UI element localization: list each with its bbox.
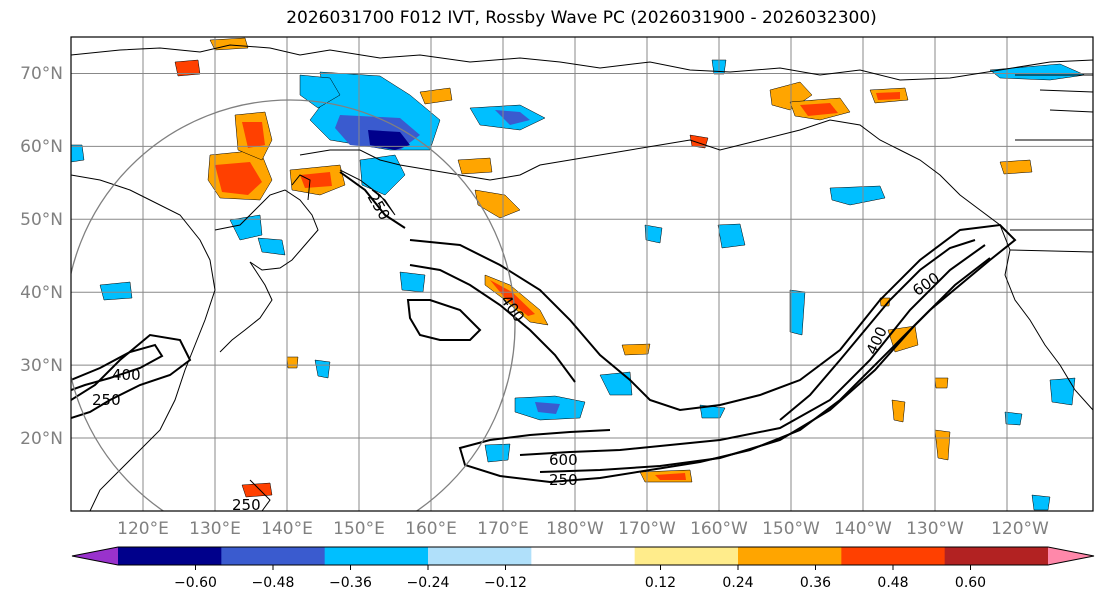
lon-label: 130°W xyxy=(906,519,964,539)
lon-label: 150°E xyxy=(333,519,385,539)
colorbar-tick-label: 0.12 xyxy=(645,575,676,591)
lat-label: 50°N xyxy=(20,210,63,230)
lon-label: 140°E xyxy=(261,519,313,539)
colorbar-segment xyxy=(841,547,946,565)
lon-label: 120°E xyxy=(117,519,169,539)
lon-label: 130°E xyxy=(189,519,241,539)
lat-label: 30°N xyxy=(20,356,63,376)
lon-label: 160°W xyxy=(690,519,748,539)
colorbar-tick-label: −0.12 xyxy=(484,575,527,591)
colorbar-tick-label: 0.48 xyxy=(877,575,908,591)
colorbar-tick-label: 0.36 xyxy=(800,575,831,591)
longitude-labels: 120°E 130°E 140°E 150°E 160°E 170°E 180°… xyxy=(117,519,1049,539)
graticule xyxy=(71,37,1093,511)
radius-circle xyxy=(71,99,516,511)
contour-label: 250 xyxy=(232,496,261,514)
lat-label: 40°N xyxy=(20,283,63,303)
colorbar-segment xyxy=(324,547,429,565)
lon-label: 160°E xyxy=(405,519,457,539)
colorbar-segment xyxy=(634,547,739,565)
colorbar-tick-label: −0.24 xyxy=(407,575,450,591)
contour-label: 250 xyxy=(549,471,578,489)
ivt-contours xyxy=(71,171,1017,484)
colorbar-segment xyxy=(118,547,222,565)
colorbar-tick-label: 0.24 xyxy=(722,575,753,591)
contour-label: 600 xyxy=(549,451,578,469)
colorbar-outline xyxy=(71,546,1095,566)
colorbar-extend-high xyxy=(1048,547,1094,565)
coastlines xyxy=(71,44,1093,511)
colorbar-tick-label: −0.48 xyxy=(252,575,295,591)
colorbar-tick-label: −0.36 xyxy=(329,575,372,591)
pc-shading xyxy=(71,37,1086,511)
map-title: 2026031700 F012 IVT, Rossby Wave PC (202… xyxy=(286,8,877,28)
lon-label: 140°W xyxy=(834,519,892,539)
lon-label: 150°W xyxy=(762,519,820,539)
latitude-labels: 70°N 60°N 50°N 40°N 30°N 20°N xyxy=(20,64,63,449)
lon-label: 180°W xyxy=(546,519,604,539)
lat-label: 20°N xyxy=(20,429,63,449)
map-frame xyxy=(70,36,1094,512)
colorbar-extend-low xyxy=(72,547,118,565)
colorbar-segment xyxy=(221,547,326,565)
colorbar-tick-label: 0.60 xyxy=(955,575,986,591)
lat-label: 70°N xyxy=(20,64,63,84)
lon-label: 170°E xyxy=(477,519,529,539)
colorbar-segment xyxy=(944,547,1049,565)
colorbar-segment xyxy=(428,547,532,565)
contour-label: 400 xyxy=(112,366,141,384)
contour-label: 250 xyxy=(92,391,121,409)
colorbar-segment xyxy=(738,547,842,565)
lon-label: 120°W xyxy=(991,519,1049,539)
colorbar-tick-label: −0.60 xyxy=(174,575,217,591)
colorbar: −0.60 −0.48 −0.36 −0.24 −0.12 0.12 0.24 0.36 0.4… xyxy=(71,546,1095,591)
positive-anomaly-patches xyxy=(174,37,1033,498)
lat-label: 60°N xyxy=(20,137,63,157)
lon-label: 170°W xyxy=(618,519,676,539)
colorbar-segment xyxy=(531,547,636,565)
